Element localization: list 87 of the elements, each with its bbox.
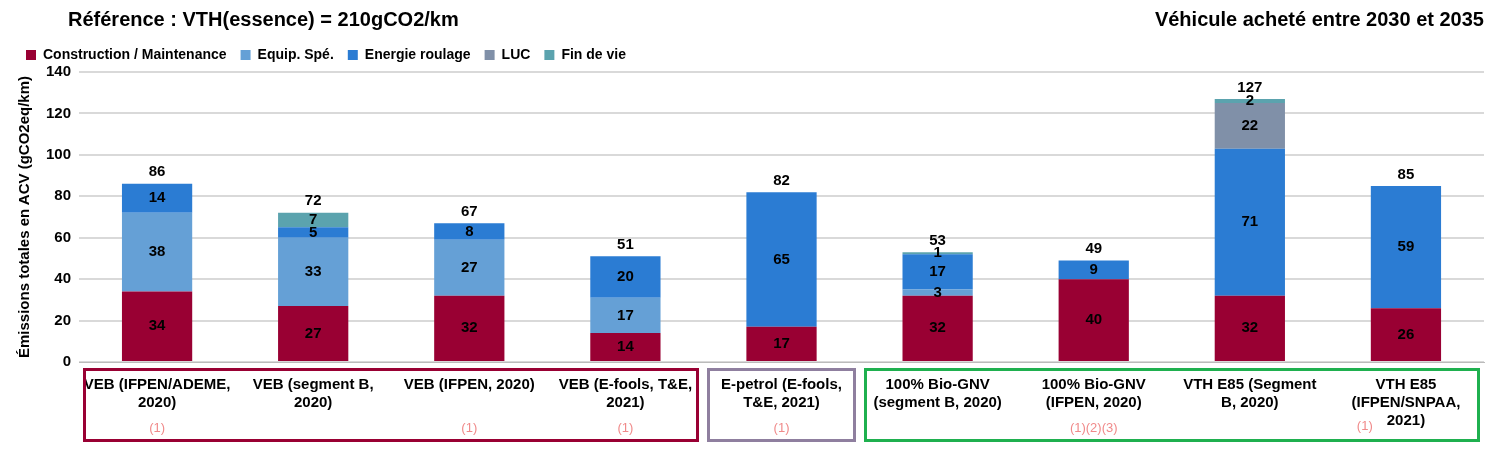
y-tick-label: 20 [54,310,72,328]
bar [746,326,817,361]
data-label: 32 [1241,318,1259,336]
data-label: 22 [1241,116,1259,133]
data-label: 20 [617,267,634,285]
x-tick-label: VTH E85 (Segment B, 2020) [1183,375,1317,411]
x-tick-label: VEB (IFPEN, 2020) [403,375,535,393]
data-label: 3 [933,282,942,300]
bar [1370,308,1442,361]
x-tick-label: VEB (segment B, 2020) [252,375,374,411]
bar [1058,260,1129,280]
y-tick-label: 100 [46,145,72,162]
legend-label: Equip. Spé. [257,45,334,62]
data-label: 27 [304,323,322,341]
data-label: 32 [460,318,478,336]
y-tick-label: 60 [54,227,72,245]
y-tick-label: 120 [46,103,72,121]
bar [278,237,349,307]
text: (1) [1356,417,1373,433]
legend-label: LUC [501,45,531,62]
bar [121,183,193,213]
x-tick-label: VEB (E-fools, T&E, 2021) [558,375,693,411]
data-label: 27 [460,257,478,275]
y-axis-title: Émissions totales en ACV (gCO2eq/km) [15,75,33,359]
total-label: 82 [773,170,790,188]
bar [121,212,193,292]
data-label: 40 [1085,310,1103,328]
y-tick-label: 140 [46,62,72,80]
x-tick-label: 100% Bio-GNV (segment B, 2020) [873,375,1002,411]
text: (1) [461,419,478,435]
text: (1) [149,419,166,435]
total-label: 85 [1397,164,1415,182]
text: (1) [617,419,634,435]
bar [1370,185,1442,309]
legend-label: Fin de vie [561,45,627,62]
data-label: 17 [929,262,946,280]
data-label: 7 [309,210,318,228]
total-label: 49 [1085,239,1103,257]
data-label: 33 [304,262,322,280]
text: (1)(2)(3) [1069,419,1118,435]
total-label: 51 [617,235,634,252]
data-label: 9 [1089,259,1098,277]
data-label: 32 [929,318,946,336]
total-label: 127 [1237,77,1263,95]
data-label: 26 [1397,324,1415,342]
data-label: 14 [617,337,635,355]
data-label: 71 [1241,212,1259,230]
data-label: 17 [773,334,790,352]
bar [590,333,661,361]
bar [902,295,973,361]
data-label: 14 [148,188,167,206]
bar [434,223,505,240]
bar [590,256,661,298]
x-tick-label: 100% Bio-GNV (IFPEN, 2020) [1041,375,1146,411]
data-label: 59 [1397,237,1415,255]
bar [434,239,505,296]
data-label: 17 [617,305,634,323]
data-label: 65 [773,249,790,267]
x-tick-label: E-petrol (E-fools, T&E, 2021) [721,375,842,411]
bar [278,212,349,228]
text: (1) [773,419,790,435]
bar [1214,148,1285,296]
chart-subtitle: Véhicule acheté entre 2030 et 2035 [1154,8,1484,32]
x-tick-label: VEB (IFPEN/ADEME, 2020) [83,375,231,411]
y-tick-label: 0 [62,352,72,370]
legend-label: Construction / Maintenance [43,45,227,62]
bar [1214,103,1285,149]
bar [1058,279,1129,361]
y-tick-label: 40 [54,269,72,287]
chart-title: Référence : VTH(essence) = 210gCO2/km [68,8,459,32]
data-label: 8 [465,221,474,239]
data-label: 38 [148,242,166,260]
total-label: 67 [460,201,478,219]
bar [746,192,817,327]
y-tick-label: 80 [54,186,72,204]
total-label: 53 [929,230,946,248]
bar [902,289,973,296]
bar [1214,295,1285,361]
bar [121,291,193,361]
bar [590,297,661,333]
legend-label: Energie roulage [364,45,471,62]
data-label: 34 [148,316,167,334]
total-label: 86 [148,162,166,180]
bar [434,295,505,361]
bar [278,227,349,238]
total-label: 72 [304,191,322,209]
bar [278,306,349,361]
